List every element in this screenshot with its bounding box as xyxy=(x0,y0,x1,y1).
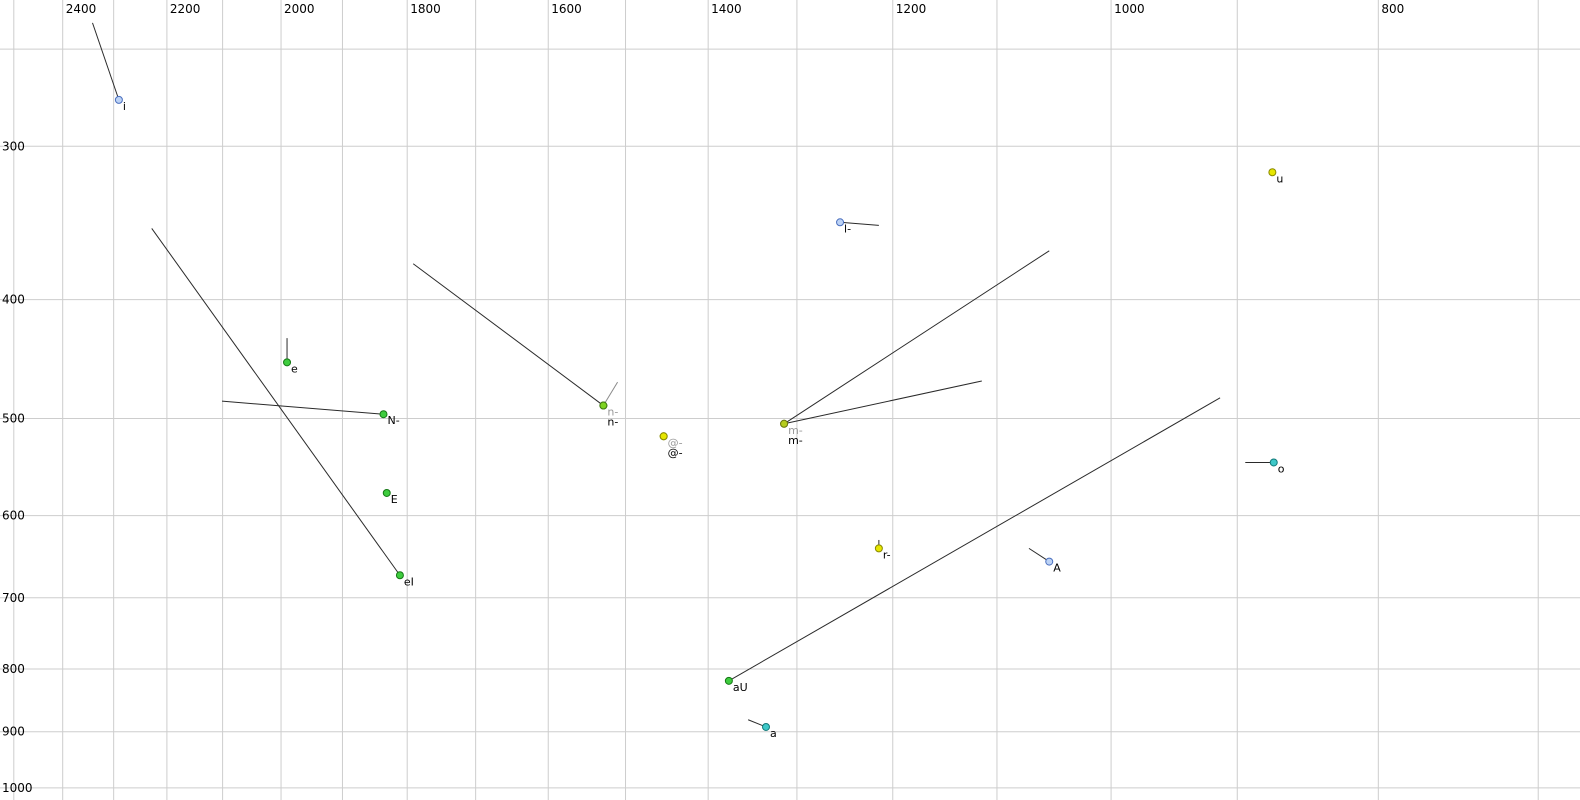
x-axis-tick-labels: 2400 2200 2000 1800 1600 1400 1200 1000 800 xyxy=(66,2,1405,16)
y-tick-label: 400 xyxy=(2,293,25,307)
data-point-aU xyxy=(724,676,733,685)
point-label: @- xyxy=(668,436,683,449)
data-point-m- xyxy=(780,419,789,428)
data-point-o xyxy=(1269,458,1278,467)
point-label: l- xyxy=(844,222,851,235)
y-tick-label: 500 xyxy=(2,411,25,425)
y-tick-label: 600 xyxy=(2,509,25,523)
data-point-N- xyxy=(379,410,388,419)
point-label: a xyxy=(770,727,777,740)
data-point-n- xyxy=(599,401,608,410)
formant-trajectory-line xyxy=(840,221,879,226)
data-point-u xyxy=(1268,168,1277,177)
point-labels: i u l-e N-n-n- @-@- m-m-o EeI r- AaU a xyxy=(123,100,1285,740)
x-tick-label: 2200 xyxy=(170,2,201,16)
point-label: aU xyxy=(733,681,748,694)
formant-trajectory-line xyxy=(412,263,604,406)
formant-trajectory-line xyxy=(221,400,384,415)
y-tick-label: 900 xyxy=(2,725,25,739)
point-label: m- xyxy=(788,424,803,437)
x-tick-label: 1400 xyxy=(711,2,742,16)
point-label: o xyxy=(1278,462,1285,475)
point-label: N- xyxy=(387,414,399,427)
point-label: e xyxy=(291,362,298,375)
formant-trajectory-line xyxy=(1028,547,1050,562)
data-point-A xyxy=(1045,557,1054,566)
y-tick-label: 700 xyxy=(2,591,25,605)
y-tick-label: 1000 xyxy=(2,781,33,795)
data-point-E xyxy=(382,488,391,497)
x-tick-label: 1000 xyxy=(1114,2,1145,16)
x-tick-label: 1800 xyxy=(410,2,441,16)
formant-trajectory-line xyxy=(151,228,401,576)
point-label: A xyxy=(1053,562,1061,575)
point-label: i xyxy=(123,100,126,113)
formant-trajectory-line xyxy=(783,250,1050,425)
point-label: eI xyxy=(404,575,414,588)
formant-trajectory-line xyxy=(92,22,120,101)
formant-vectors xyxy=(92,22,1274,728)
data-point-l- xyxy=(836,218,845,227)
data-point-eI xyxy=(395,571,404,580)
data-point-i xyxy=(114,95,123,104)
point-label: u xyxy=(1276,172,1283,185)
data-point-a xyxy=(761,722,770,731)
data-point-e xyxy=(283,358,292,367)
x-tick-label: 2400 xyxy=(66,2,97,16)
y-axis-tick-labels: 300 400 500 600 700 800 900 1000 xyxy=(2,139,33,795)
data-point-@- xyxy=(659,432,668,441)
y-tick-label: 800 xyxy=(2,662,25,676)
x-tick-label: 800 xyxy=(1381,2,1404,16)
formant-trajectory-line xyxy=(783,380,982,425)
point-label: @- xyxy=(668,446,683,459)
x-tick-label: 1200 xyxy=(896,2,927,16)
point-label: E xyxy=(391,493,398,506)
formant-trajectory-line xyxy=(602,381,619,406)
point-label: n- xyxy=(607,416,618,429)
formant-trajectory-line xyxy=(728,397,1221,682)
data-points xyxy=(114,95,1278,731)
point-label: r- xyxy=(883,548,891,561)
data-point-r- xyxy=(874,544,883,553)
y-tick-label: 300 xyxy=(2,139,25,153)
x-tick-label: 1600 xyxy=(551,2,582,16)
point-label: m- xyxy=(788,434,803,447)
x-tick-label: 2000 xyxy=(284,2,315,16)
point-label: n- xyxy=(607,406,618,419)
